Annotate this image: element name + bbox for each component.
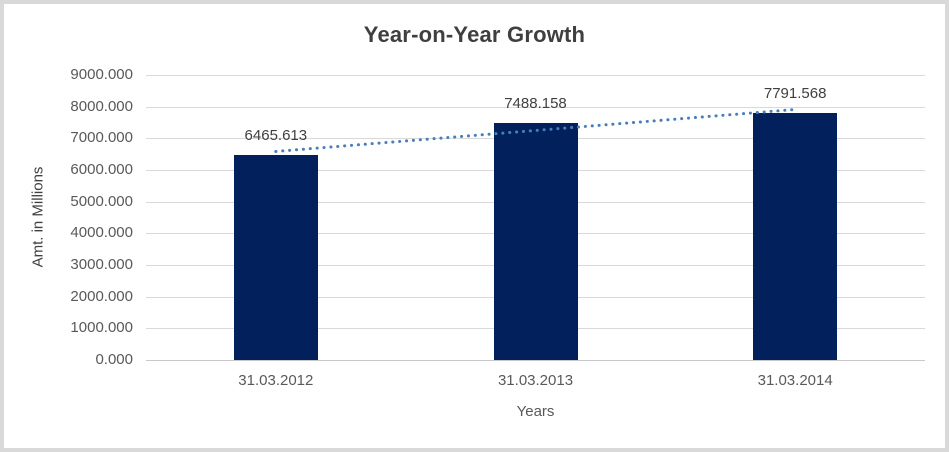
x-tick-label: 31.03.2013: [497, 372, 574, 389]
y-tick-label: 9000.000: [70, 66, 133, 83]
bar-31.03.2014: [753, 113, 838, 360]
gridline: [146, 106, 925, 108]
x-axis-title: Years: [516, 403, 555, 420]
chart-title: Year-on-Year Growth: [363, 22, 586, 47]
gridline: [146, 75, 925, 76]
plot-area: 6465.613 7488.158 7791.568: [146, 75, 925, 361]
y-tick-label: 1000.000: [70, 319, 133, 337]
x-tick-label: 31.03.2014: [757, 372, 833, 389]
x-tick-label: 31.03.2012: [238, 372, 314, 389]
bar-31.03.2013: [493, 122, 578, 360]
data-label: 7791.568: [763, 85, 827, 103]
data-label: 7488.158: [504, 94, 567, 112]
y-tick-label: 4000.000: [70, 224, 133, 242]
y-tick-label: 5000.000: [70, 192, 133, 210]
trendline: [274, 107, 797, 153]
y-tick-label: 7000.000: [70, 129, 133, 147]
y-tick-label: 3000.000: [70, 256, 133, 273]
y-tick-label: 8000.000: [70, 97, 133, 115]
y-tick-label: 6000.000: [70, 161, 133, 178]
x-axis-line: [146, 360, 925, 361]
bar-31.03.2012: [233, 155, 318, 360]
y-axis-title: Amt. in Millions: [29, 166, 47, 268]
y-tick-label: 2000.000: [70, 287, 133, 305]
data-label: 6465.613: [244, 127, 308, 145]
y-tick-label: 0.000: [95, 351, 133, 368]
